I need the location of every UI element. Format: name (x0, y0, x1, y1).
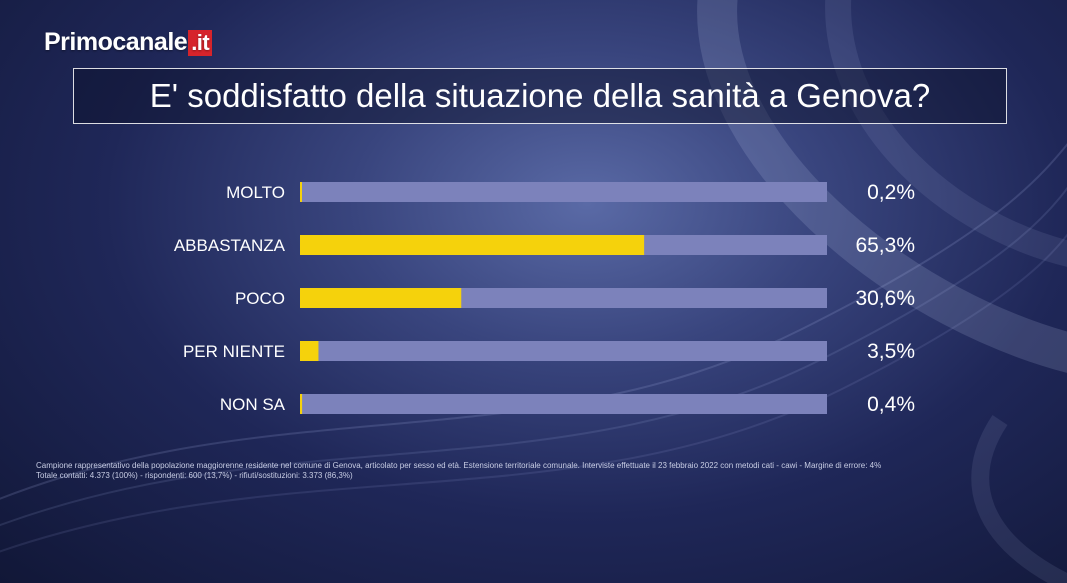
category-label-abbastanza: ABBASTANZA (174, 236, 286, 255)
category-label-non-sa: NON SA (220, 395, 286, 414)
bar-abbastanza (300, 235, 645, 255)
value-label-per-niente: 3,5% (867, 340, 915, 363)
bar-track-per-niente (300, 341, 827, 361)
category-label-per-niente: PER NIENTE (183, 342, 285, 361)
category-label-poco: POCO (235, 289, 285, 308)
chart-title-box: E' soddisfatto della situazione della sa… (73, 68, 1007, 124)
primocanale-logo: Primocanale .it (44, 28, 213, 57)
value-label-poco: 30,6% (855, 287, 915, 310)
bar-molto (300, 182, 302, 202)
footnote-line-2: Totale contatti: 4.373 (100%) - risponde… (36, 471, 353, 480)
value-label-non-sa: 0,4% (867, 393, 915, 416)
bar-poco (300, 288, 462, 308)
bar-non-sa (300, 394, 303, 414)
survey-footnote: Campione rappresentativo della popolazio… (36, 461, 1036, 481)
bar-track-molto (300, 182, 827, 202)
chart-title: E' soddisfatto della situazione della sa… (149, 77, 931, 114)
value-label-molto: 0,2% (867, 181, 915, 204)
value-label-abbastanza: 65,3% (855, 234, 915, 257)
logo-suffix: .it (188, 29, 213, 56)
logo-name: Primocanale (44, 28, 188, 56)
footnote-line-1: Campione rappresentativo della popolazio… (36, 461, 882, 470)
bar-per-niente (300, 341, 319, 361)
category-label-molto: MOLTO (226, 183, 285, 202)
bar-track-non-sa (300, 394, 827, 414)
